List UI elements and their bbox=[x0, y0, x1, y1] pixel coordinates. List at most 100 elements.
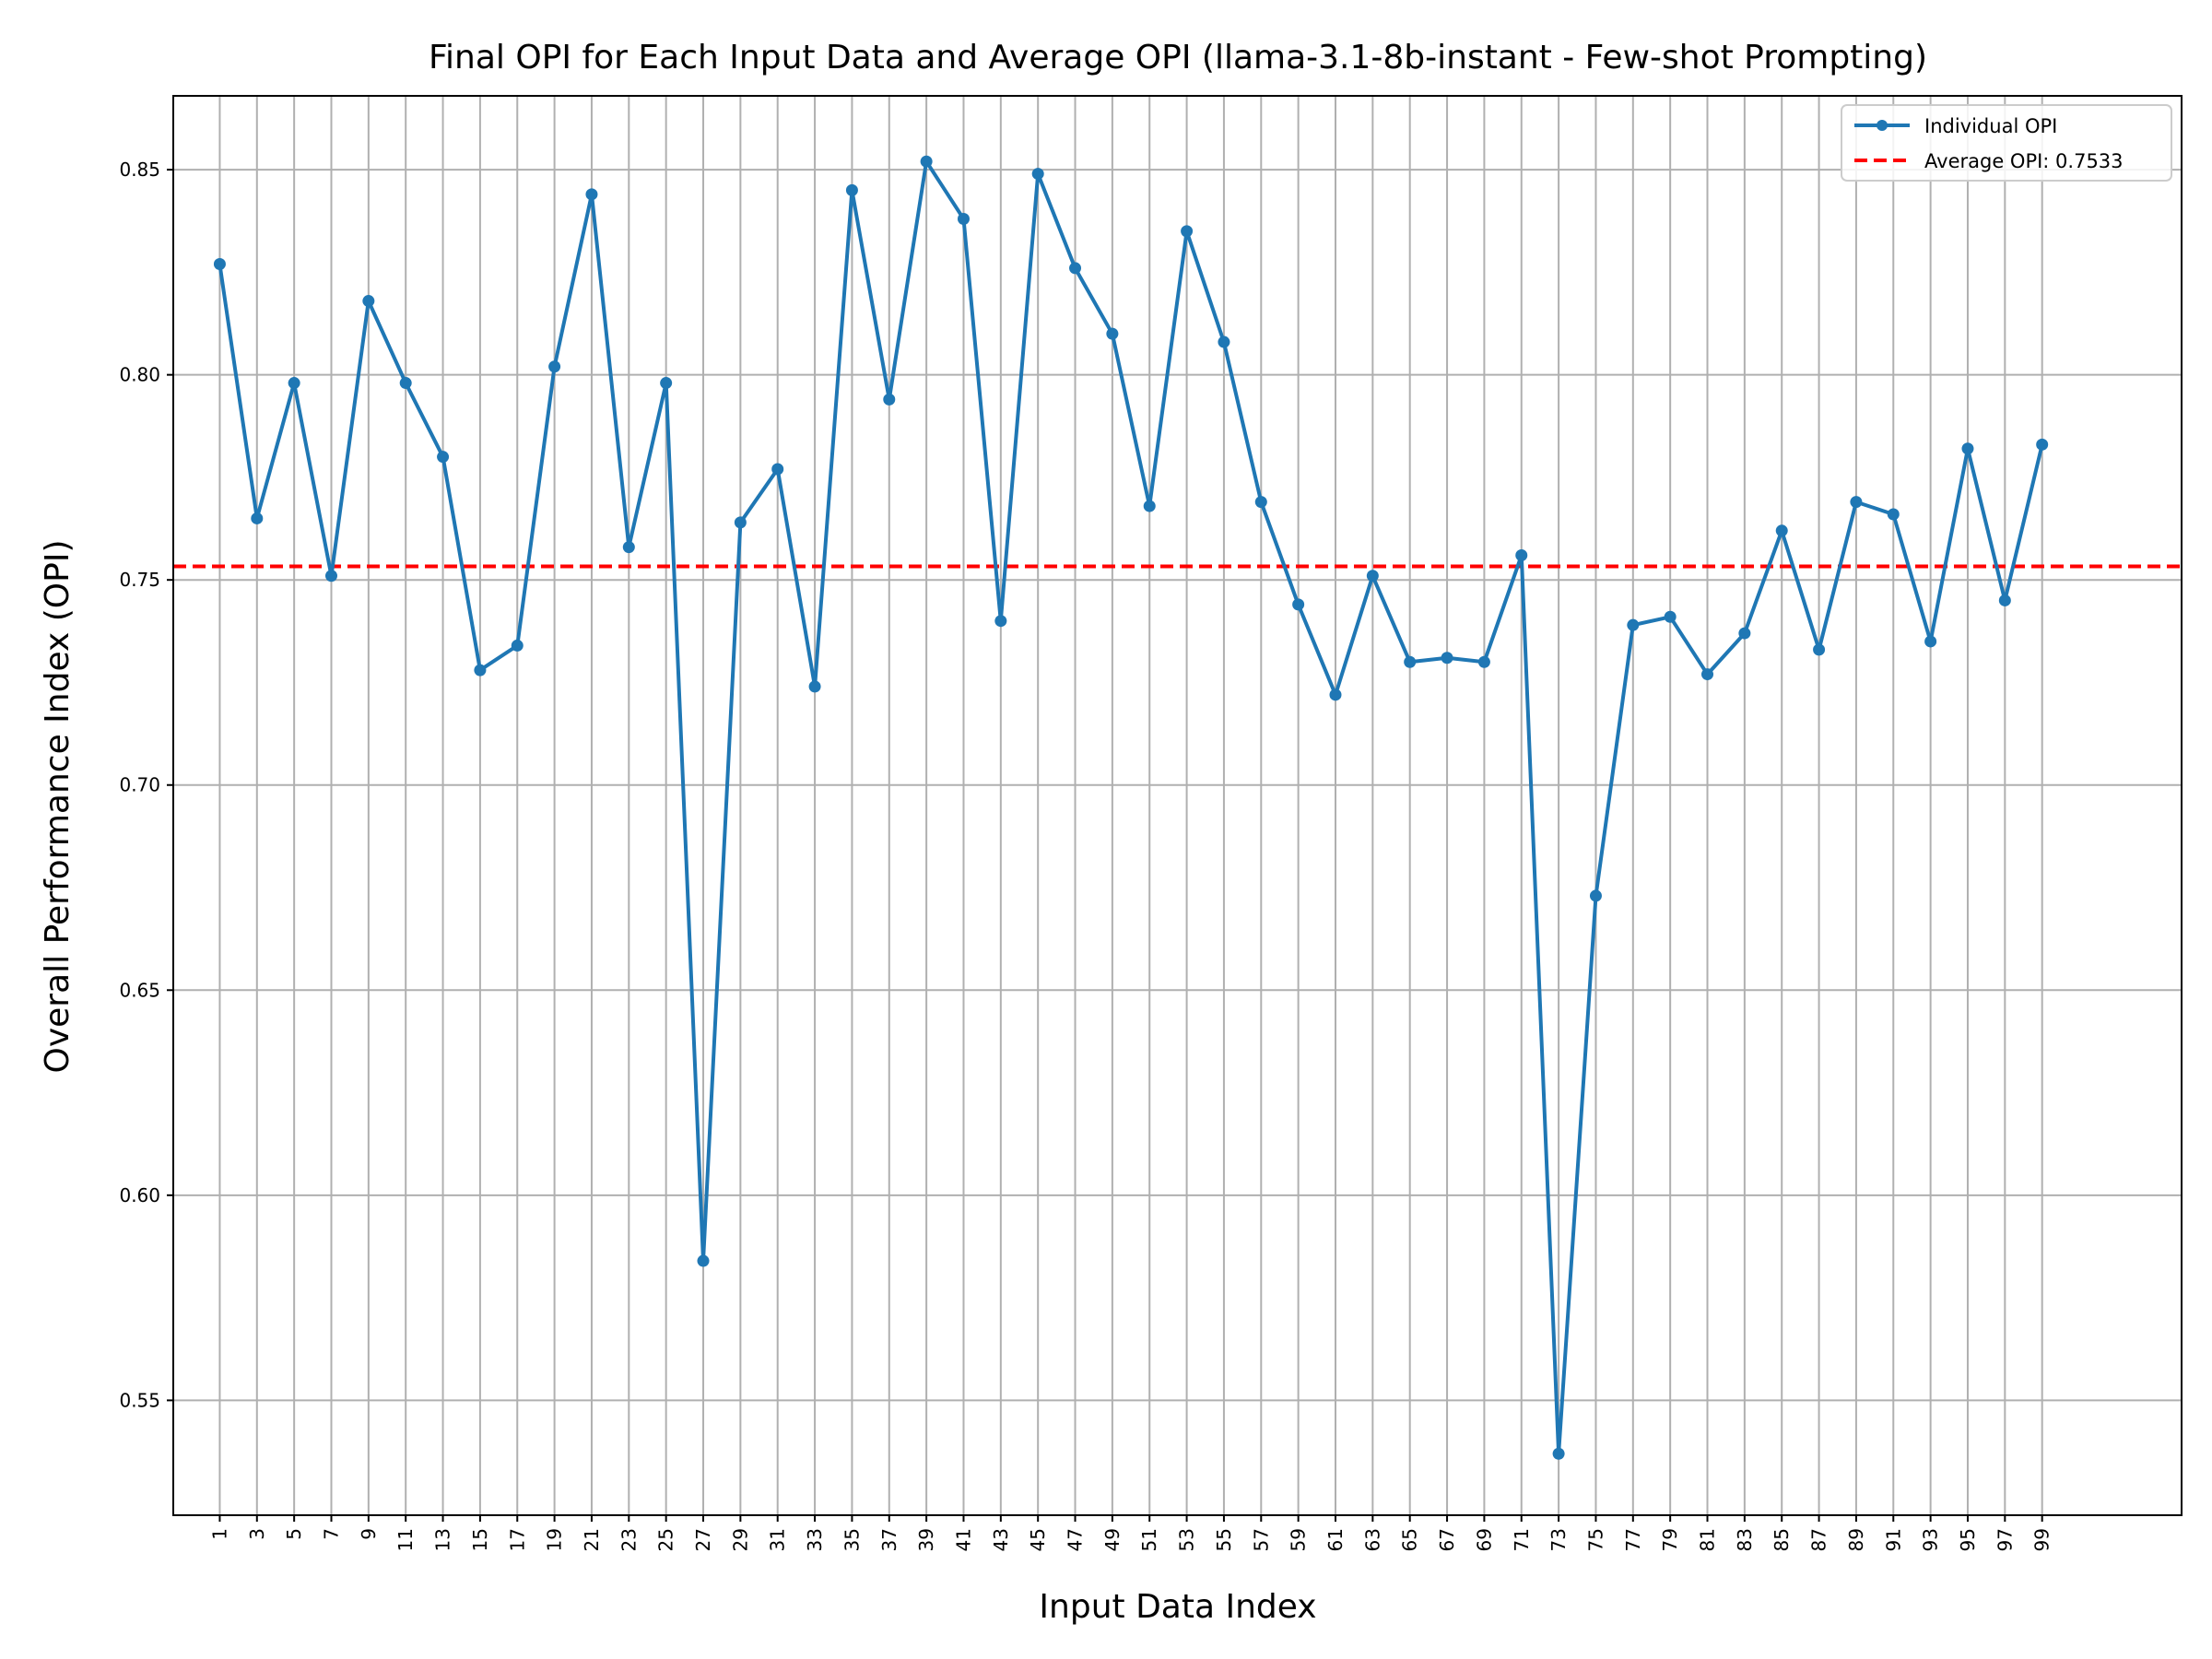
data-point bbox=[1701, 668, 1714, 681]
y-tick-label: 0.75 bbox=[119, 569, 160, 591]
x-tick-label: 39 bbox=[915, 1528, 937, 1551]
grid-layer bbox=[173, 96, 2182, 1515]
data-point bbox=[288, 377, 300, 390]
data-point bbox=[660, 377, 673, 390]
data-point bbox=[1664, 610, 1677, 623]
data-point bbox=[1181, 225, 1194, 238]
data-point bbox=[399, 377, 412, 390]
legend-label-average-opi: Average OPI: 0.7533 bbox=[1924, 150, 2124, 172]
x-tick-label: 11 bbox=[394, 1528, 417, 1551]
x-tick-label: 75 bbox=[1584, 1528, 1606, 1551]
x-tick-label: 77 bbox=[1622, 1528, 1644, 1551]
y-tick-label: 0.80 bbox=[119, 364, 160, 386]
data-point bbox=[548, 360, 561, 373]
x-tick-label: 51 bbox=[1138, 1528, 1160, 1551]
data-point bbox=[1366, 570, 1379, 582]
data-point bbox=[883, 393, 896, 406]
data-point bbox=[1924, 635, 1937, 648]
data-point bbox=[1441, 652, 1453, 665]
data-point bbox=[1404, 655, 1417, 668]
y-tick-label: 0.85 bbox=[119, 159, 160, 181]
data-point bbox=[1292, 598, 1305, 611]
x-tick-label: 5 bbox=[283, 1528, 305, 1540]
chart-title: Final OPI for Each Input Data and Averag… bbox=[429, 39, 1927, 76]
x-tick-label: 23 bbox=[618, 1528, 640, 1551]
data-point bbox=[1961, 442, 1974, 455]
x-tick-label: 29 bbox=[729, 1528, 751, 1551]
x-tick-label: 65 bbox=[1399, 1528, 1421, 1551]
data-point bbox=[1031, 168, 1044, 181]
data-point bbox=[1738, 627, 1751, 640]
legend: Individual OPI Average OPI: 0.7533 bbox=[1841, 104, 2172, 182]
x-tick-label: 99 bbox=[2031, 1528, 2053, 1551]
data-point bbox=[957, 213, 970, 226]
x-tick-label: 49 bbox=[1101, 1528, 1124, 1551]
legend-marker-individual-opi bbox=[1877, 120, 1888, 131]
data-point bbox=[1850, 496, 1863, 509]
x-tick-label: 25 bbox=[655, 1528, 677, 1551]
y-tick-label: 0.70 bbox=[119, 774, 160, 796]
data-point bbox=[1329, 688, 1342, 701]
legend-box bbox=[1841, 104, 2172, 182]
data-point bbox=[1477, 655, 1490, 668]
x-tick-label: 7 bbox=[320, 1528, 342, 1540]
x-tick-label: 45 bbox=[1027, 1528, 1049, 1551]
x-tick-label: 3 bbox=[246, 1528, 268, 1540]
x-tick-label: 67 bbox=[1436, 1528, 1458, 1551]
data-point bbox=[734, 516, 747, 529]
data-point bbox=[362, 295, 375, 308]
x-tick-label: 69 bbox=[1473, 1528, 1495, 1551]
data-point bbox=[324, 570, 337, 582]
x-tick-label: 55 bbox=[1213, 1528, 1235, 1551]
data-point bbox=[1589, 889, 1602, 902]
data-point bbox=[213, 257, 226, 270]
x-tick-label: 85 bbox=[1771, 1528, 1793, 1551]
data-point bbox=[1218, 335, 1230, 348]
x-tick-label: 59 bbox=[1288, 1528, 1310, 1551]
x-tick-label: 9 bbox=[358, 1528, 380, 1540]
x-tick-label: 63 bbox=[1361, 1528, 1383, 1551]
plot-area-frame bbox=[172, 95, 2183, 1516]
data-point bbox=[1998, 594, 2011, 606]
legend-label-individual-opi: Individual OPI bbox=[1924, 115, 2057, 137]
x-tick-label: 79 bbox=[1659, 1528, 1681, 1551]
x-tick-label: 41 bbox=[952, 1528, 974, 1551]
x-tick-label: 61 bbox=[1324, 1528, 1347, 1551]
x-axis-ticks: 1 3 5 7 9 11 13 15 17 19 21 23 25 27 29 31 33 35 37 39 41 43 4… bbox=[208, 1515, 2053, 1551]
x-tick-label: 27 bbox=[692, 1528, 714, 1551]
data-point bbox=[697, 1254, 710, 1267]
x-axis-label: Input Data Index bbox=[1039, 1588, 1316, 1626]
x-tick-label: 73 bbox=[1547, 1528, 1570, 1551]
x-tick-label: 47 bbox=[1065, 1528, 1087, 1551]
data-point bbox=[1106, 327, 1119, 340]
data-point bbox=[622, 541, 635, 554]
data-point bbox=[1552, 1447, 1565, 1460]
data-point bbox=[2036, 438, 2049, 451]
data-point bbox=[437, 451, 450, 464]
data-point bbox=[994, 615, 1007, 628]
x-tick-label: 37 bbox=[878, 1528, 900, 1551]
y-tick-label: 0.60 bbox=[119, 1184, 160, 1206]
data-point bbox=[920, 155, 933, 168]
data-point bbox=[771, 463, 784, 476]
x-tick-label: 43 bbox=[990, 1528, 1012, 1551]
x-tick-label: 83 bbox=[1734, 1528, 1756, 1551]
data-point bbox=[585, 188, 598, 201]
x-tick-label: 19 bbox=[544, 1528, 566, 1551]
data-point bbox=[1775, 524, 1788, 537]
x-tick-label: 57 bbox=[1250, 1528, 1272, 1551]
x-tick-label: 81 bbox=[1697, 1528, 1719, 1551]
data-point bbox=[1143, 500, 1156, 512]
x-tick-label: 53 bbox=[1176, 1528, 1198, 1551]
x-tick-label: 93 bbox=[1920, 1528, 1942, 1551]
y-axis-label: Overall Performance Index (OPI) bbox=[39, 540, 76, 1074]
x-tick-label: 21 bbox=[581, 1528, 603, 1551]
data-point bbox=[474, 664, 487, 677]
data-point bbox=[511, 639, 524, 652]
y-tick-label: 0.65 bbox=[119, 979, 160, 1001]
data-point bbox=[1069, 262, 1082, 275]
x-tick-label: 89 bbox=[1845, 1528, 1867, 1551]
x-tick-label: 71 bbox=[1511, 1528, 1533, 1551]
x-tick-label: 95 bbox=[1957, 1528, 1979, 1551]
